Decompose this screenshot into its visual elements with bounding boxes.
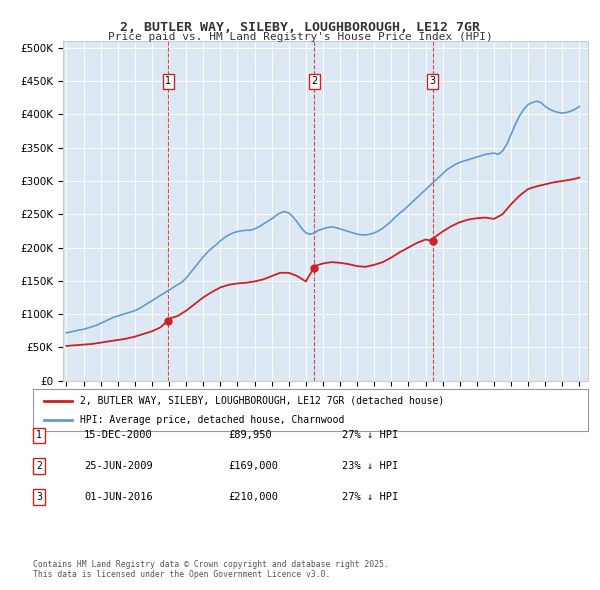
Text: 15-DEC-2000: 15-DEC-2000	[84, 431, 153, 440]
Text: £169,000: £169,000	[228, 461, 278, 471]
Text: 1: 1	[36, 431, 42, 440]
Text: 2, BUTLER WAY, SILEBY, LOUGHBOROUGH, LE12 7GR: 2, BUTLER WAY, SILEBY, LOUGHBOROUGH, LE1…	[120, 21, 480, 34]
Text: Contains HM Land Registry data © Crown copyright and database right 2025.
This d: Contains HM Land Registry data © Crown c…	[33, 560, 389, 579]
Text: 01-JUN-2016: 01-JUN-2016	[84, 492, 153, 502]
Text: £210,000: £210,000	[228, 492, 278, 502]
Text: 27% ↓ HPI: 27% ↓ HPI	[342, 492, 398, 502]
Text: £89,950: £89,950	[228, 431, 272, 440]
Text: 2: 2	[311, 76, 317, 86]
Text: HPI: Average price, detached house, Charnwood: HPI: Average price, detached house, Char…	[80, 415, 344, 425]
Text: Price paid vs. HM Land Registry's House Price Index (HPI): Price paid vs. HM Land Registry's House …	[107, 32, 493, 42]
Text: 3: 3	[36, 492, 42, 502]
Text: 2: 2	[36, 461, 42, 471]
Text: 27% ↓ HPI: 27% ↓ HPI	[342, 431, 398, 440]
Text: 1: 1	[165, 76, 172, 86]
Text: 23% ↓ HPI: 23% ↓ HPI	[342, 461, 398, 471]
Text: 2, BUTLER WAY, SILEBY, LOUGHBOROUGH, LE12 7GR (detached house): 2, BUTLER WAY, SILEBY, LOUGHBOROUGH, LE1…	[80, 396, 445, 406]
Text: 25-JUN-2009: 25-JUN-2009	[84, 461, 153, 471]
Text: 3: 3	[430, 76, 436, 86]
